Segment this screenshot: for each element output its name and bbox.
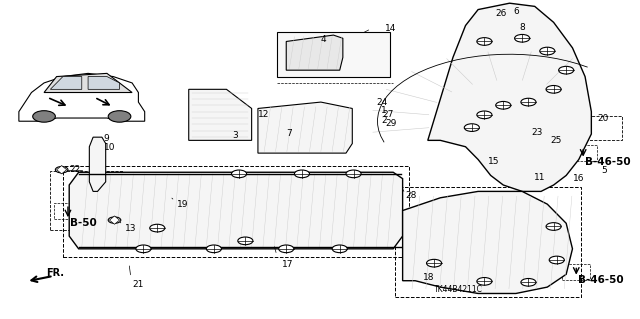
Text: B-46-50: B-46-50	[578, 275, 624, 285]
Circle shape	[477, 38, 492, 45]
Text: 22: 22	[69, 165, 81, 174]
Circle shape	[278, 245, 294, 253]
Polygon shape	[258, 102, 352, 153]
Text: 13: 13	[125, 224, 136, 233]
Text: 5: 5	[601, 166, 607, 175]
Circle shape	[540, 47, 555, 55]
Circle shape	[232, 170, 246, 178]
Bar	[563, 264, 590, 280]
Text: 11: 11	[534, 173, 545, 182]
Polygon shape	[403, 191, 572, 293]
Text: 6: 6	[513, 7, 519, 16]
Circle shape	[108, 111, 131, 122]
Text: FR.: FR.	[46, 268, 64, 278]
Text: 19: 19	[177, 200, 189, 209]
Text: 27: 27	[383, 110, 394, 119]
Text: 25: 25	[550, 136, 562, 145]
Text: 3: 3	[233, 131, 239, 140]
Circle shape	[150, 224, 165, 232]
Circle shape	[549, 256, 564, 264]
Text: 2: 2	[381, 116, 387, 125]
Text: 20: 20	[598, 114, 609, 122]
Bar	[63, 166, 409, 257]
Circle shape	[332, 245, 348, 253]
Polygon shape	[428, 3, 591, 191]
Text: 16: 16	[572, 174, 584, 183]
Circle shape	[33, 111, 56, 122]
Circle shape	[206, 245, 221, 253]
Circle shape	[496, 101, 511, 109]
Text: 1: 1	[381, 106, 387, 115]
Circle shape	[464, 124, 479, 131]
Text: 23: 23	[532, 128, 543, 137]
Bar	[51, 171, 123, 230]
Circle shape	[477, 278, 492, 285]
Text: B-50: B-50	[70, 218, 97, 228]
Text: 26: 26	[496, 9, 507, 18]
Polygon shape	[56, 166, 67, 174]
Text: 18: 18	[423, 273, 435, 282]
Circle shape	[56, 167, 68, 173]
Circle shape	[546, 223, 561, 230]
Circle shape	[294, 170, 310, 178]
Text: 4: 4	[321, 35, 326, 44]
Text: B-46-50: B-46-50	[585, 157, 630, 167]
Text: TK44B4211C: TK44B4211C	[433, 285, 483, 294]
Text: 17: 17	[282, 260, 293, 269]
Text: 12: 12	[258, 110, 269, 119]
Polygon shape	[44, 73, 132, 93]
Bar	[395, 187, 580, 297]
Polygon shape	[51, 77, 82, 89]
Polygon shape	[189, 89, 252, 140]
Bar	[54, 203, 82, 219]
Circle shape	[108, 217, 121, 223]
Text: 21: 21	[132, 280, 143, 289]
Text: 14: 14	[385, 24, 396, 33]
Text: 10: 10	[104, 143, 115, 152]
Circle shape	[521, 98, 536, 106]
Circle shape	[559, 66, 573, 74]
Circle shape	[136, 245, 151, 253]
Text: 28: 28	[406, 191, 417, 200]
Text: 8: 8	[520, 23, 525, 32]
Text: 7: 7	[286, 129, 292, 137]
Circle shape	[346, 170, 361, 178]
Polygon shape	[19, 73, 145, 121]
Polygon shape	[88, 77, 120, 89]
Circle shape	[521, 278, 536, 286]
Text: 15: 15	[488, 157, 499, 166]
Text: 29: 29	[385, 119, 396, 128]
Text: 24: 24	[376, 98, 387, 107]
Circle shape	[546, 85, 561, 93]
Bar	[277, 32, 390, 77]
Circle shape	[238, 237, 253, 245]
Polygon shape	[286, 35, 343, 70]
Circle shape	[515, 34, 530, 42]
Polygon shape	[69, 172, 403, 249]
Bar	[570, 145, 597, 161]
Polygon shape	[90, 137, 106, 191]
Bar	[585, 116, 621, 140]
Circle shape	[477, 111, 492, 119]
Polygon shape	[109, 216, 120, 224]
Text: 9: 9	[104, 134, 109, 143]
Circle shape	[426, 259, 442, 267]
